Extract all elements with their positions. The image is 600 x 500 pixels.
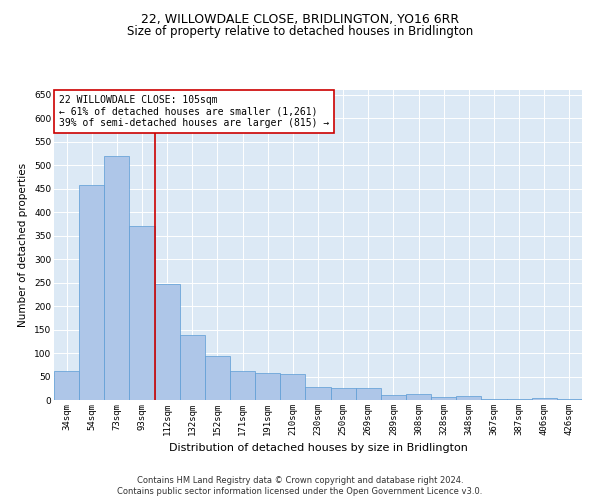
Bar — [205, 356, 230, 400]
Y-axis label: Number of detached properties: Number of detached properties — [19, 163, 28, 327]
Bar — [506, 398, 532, 400]
Bar — [481, 398, 506, 400]
Bar — [230, 371, 255, 400]
Bar — [180, 335, 205, 400]
Bar — [255, 373, 280, 400]
Bar — [381, 395, 406, 400]
Text: Contains public sector information licensed under the Open Government Licence v3: Contains public sector information licen… — [118, 488, 482, 496]
Bar — [155, 284, 180, 400]
Bar — [406, 394, 431, 400]
Bar — [104, 156, 130, 400]
Bar — [356, 388, 381, 400]
Bar — [79, 185, 104, 400]
Bar — [431, 397, 456, 400]
Text: 22, WILLOWDALE CLOSE, BRIDLINGTON, YO16 6RR: 22, WILLOWDALE CLOSE, BRIDLINGTON, YO16 … — [141, 12, 459, 26]
Bar — [456, 396, 481, 400]
Bar — [305, 388, 331, 400]
Bar — [54, 371, 79, 400]
Text: Size of property relative to detached houses in Bridlington: Size of property relative to detached ho… — [127, 25, 473, 38]
Bar — [557, 398, 582, 400]
Bar — [532, 398, 557, 400]
Text: 22 WILLOWDALE CLOSE: 105sqm
← 61% of detached houses are smaller (1,261)
39% of : 22 WILLOWDALE CLOSE: 105sqm ← 61% of det… — [59, 94, 329, 128]
Bar — [280, 374, 305, 400]
Bar — [331, 388, 356, 400]
X-axis label: Distribution of detached houses by size in Bridlington: Distribution of detached houses by size … — [169, 444, 467, 454]
Text: Contains HM Land Registry data © Crown copyright and database right 2024.: Contains HM Land Registry data © Crown c… — [137, 476, 463, 485]
Bar — [130, 226, 155, 400]
